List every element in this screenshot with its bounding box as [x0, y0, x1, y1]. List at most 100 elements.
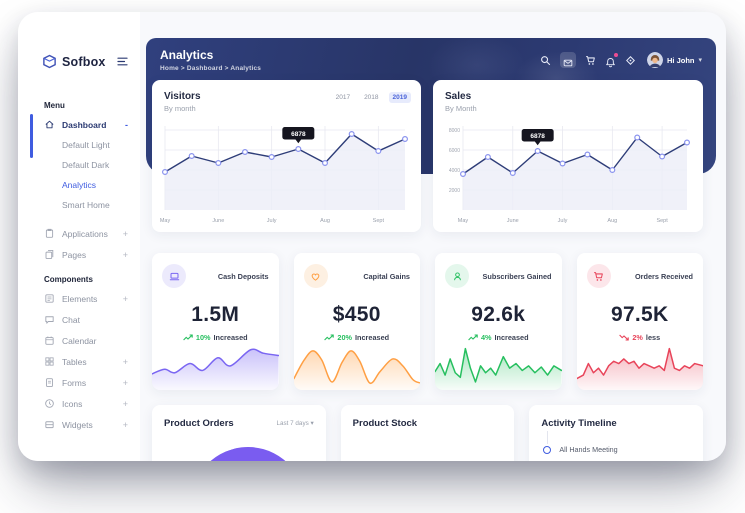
date-range-dropdown[interactable]: Last 7 days ▾	[276, 420, 314, 427]
tables-icon	[45, 357, 54, 366]
mail-icon[interactable]	[559, 52, 576, 68]
change-word: Increased	[213, 333, 248, 342]
pages-icon	[45, 250, 54, 259]
change-word: Increased	[355, 333, 390, 342]
sidebar-item-label: Elements	[62, 293, 98, 304]
expand-indicator: +	[122, 419, 128, 430]
svg-text:May: May	[160, 218, 171, 224]
expand-indicator: +	[122, 293, 128, 304]
sidebar-item-tables[interactable]: Tables +	[18, 351, 140, 372]
sidebar-item-calendar[interactable]: Calendar	[18, 330, 140, 351]
heart-icon	[303, 264, 328, 288]
sidebar-item-label: Forms	[62, 377, 87, 388]
stat-change: 10% Increased	[152, 333, 279, 342]
trend-up-icon	[183, 334, 193, 341]
expand-indicator: +	[122, 249, 128, 260]
stat-value: $450	[332, 303, 381, 326]
sidebar-item-label: Smart Home	[62, 200, 110, 210]
capital-gains-sparkline	[293, 344, 420, 390]
visitors-line-chart: May June July Aug Sept 6878	[160, 118, 411, 224]
sofbox-logo-icon	[43, 54, 56, 69]
visitors-subtitle: By month	[164, 104, 196, 113]
components-section-label: Components	[44, 275, 93, 284]
sidebar-toggle-icon[interactable]	[117, 57, 128, 66]
sidebar-item-default-light[interactable]: Default Light	[18, 135, 140, 155]
sidebar-item-analytics[interactable]: Analytics	[18, 175, 140, 195]
notifications-icon[interactable]	[605, 52, 618, 67]
brand-name: Sofbox	[62, 54, 106, 69]
activity-timeline-title: Activity Timeline	[541, 418, 617, 429]
change-word: Increased	[494, 333, 529, 342]
notification-badge	[613, 52, 618, 57]
sidebar-item-label: Dashboard	[62, 119, 107, 130]
stat-card-cash-deposits: Cash Deposits 1.5M 10% Increased	[152, 253, 279, 390]
activity-timeline-card: Activity Timeline All Hands Meeting	[529, 405, 704, 461]
sidebar-item-dashboard[interactable]: Dashboard -	[18, 114, 140, 135]
search-icon[interactable]	[540, 55, 551, 66]
expand-indicator: +	[122, 356, 128, 367]
timeline-item[interactable]: All Hands Meeting	[543, 431, 618, 454]
app-window: Sofbox Menu Dashboard - Default Light De…	[18, 12, 726, 461]
sidebar-item-label: Calendar	[62, 335, 97, 346]
stat-change: 4% Increased	[435, 333, 562, 342]
sidebar-item-forms[interactable]: Forms +	[18, 372, 140, 393]
change-percent: 4%	[480, 333, 492, 342]
product-orders-title: Product Orders	[164, 418, 234, 429]
stat-title: Cash Deposits	[217, 271, 269, 281]
chat-icon	[45, 316, 54, 324]
breadcrumb: Home > Dashboard > Analytics	[160, 65, 262, 72]
svg-text:6878: 6878	[291, 131, 306, 138]
cart-icon[interactable]	[585, 55, 596, 66]
expand-indicator: +	[122, 398, 128, 409]
chevron-down-icon: ▾	[310, 420, 314, 427]
trend-up-icon	[468, 334, 478, 341]
svg-text:4000: 4000	[449, 168, 460, 174]
user-greeting: Hi John	[666, 55, 695, 65]
sidebar-item-elements[interactable]: Elements +	[18, 288, 140, 309]
change-percent: 2%	[632, 333, 643, 342]
change-percent: 10%	[195, 333, 211, 342]
sidebar-item-widgets[interactable]: Widgets +	[18, 414, 140, 435]
sidebar-item-label: Applications	[62, 228, 108, 239]
calendar-icon	[45, 336, 54, 345]
sidebar-item-label: Widgets	[62, 419, 93, 430]
cart-icon	[586, 264, 611, 288]
year-tab-2017[interactable]: 2017	[335, 94, 351, 101]
stat-value: 92.6k	[471, 303, 526, 326]
change-word: less	[645, 333, 661, 342]
svg-text:8000: 8000	[449, 128, 460, 134]
icons-icon	[45, 399, 54, 408]
year-tab-2018[interactable]: 2018	[364, 94, 379, 101]
sidebar-item-applications[interactable]: Applications +	[18, 223, 140, 244]
svg-text:6878: 6878	[530, 133, 545, 140]
sales-title: Sales	[445, 91, 472, 102]
avatar	[646, 52, 663, 68]
change-percent: 20%	[337, 333, 353, 342]
sidebar-item-default-dark[interactable]: Default Dark	[18, 155, 140, 175]
svg-text:Sept: Sept	[656, 218, 668, 224]
sales-subtitle: By Month	[445, 104, 477, 113]
location-icon[interactable]	[625, 55, 636, 66]
stat-card-capital-gains: Capital Gains $450 20% Increased	[293, 253, 420, 390]
sidebar-item-icons[interactable]: Icons +	[18, 393, 140, 414]
sidebar-item-label: Icons	[62, 398, 83, 409]
year-tab-2019[interactable]: 2019	[388, 92, 411, 103]
forms-icon	[46, 378, 53, 387]
stat-title: Capital Gains	[363, 271, 410, 281]
svg-text:6000: 6000	[449, 148, 460, 154]
sidebar-item-label: Pages	[62, 249, 87, 260]
sidebar-item-smart-home[interactable]: Smart Home	[18, 195, 140, 215]
sidebar-item-pages[interactable]: Pages +	[18, 244, 140, 265]
svg-text:Aug: Aug	[607, 218, 617, 224]
main-content: Analytics Home > Dashboard > Analytics	[140, 12, 726, 461]
svg-text:May: May	[458, 218, 469, 224]
person-icon	[445, 264, 469, 288]
sidebar-item-chat[interactable]: Chat	[18, 309, 140, 330]
stat-title: Orders Received	[634, 271, 693, 281]
stat-title: Subscribers Gained	[482, 271, 552, 281]
stat-change: 2% less	[577, 333, 704, 342]
stat-value: 97.5K	[610, 303, 669, 326]
user-menu[interactable]: Hi John ▾	[646, 52, 702, 68]
widgets-icon	[45, 421, 54, 429]
trend-up-icon	[324, 334, 335, 341]
